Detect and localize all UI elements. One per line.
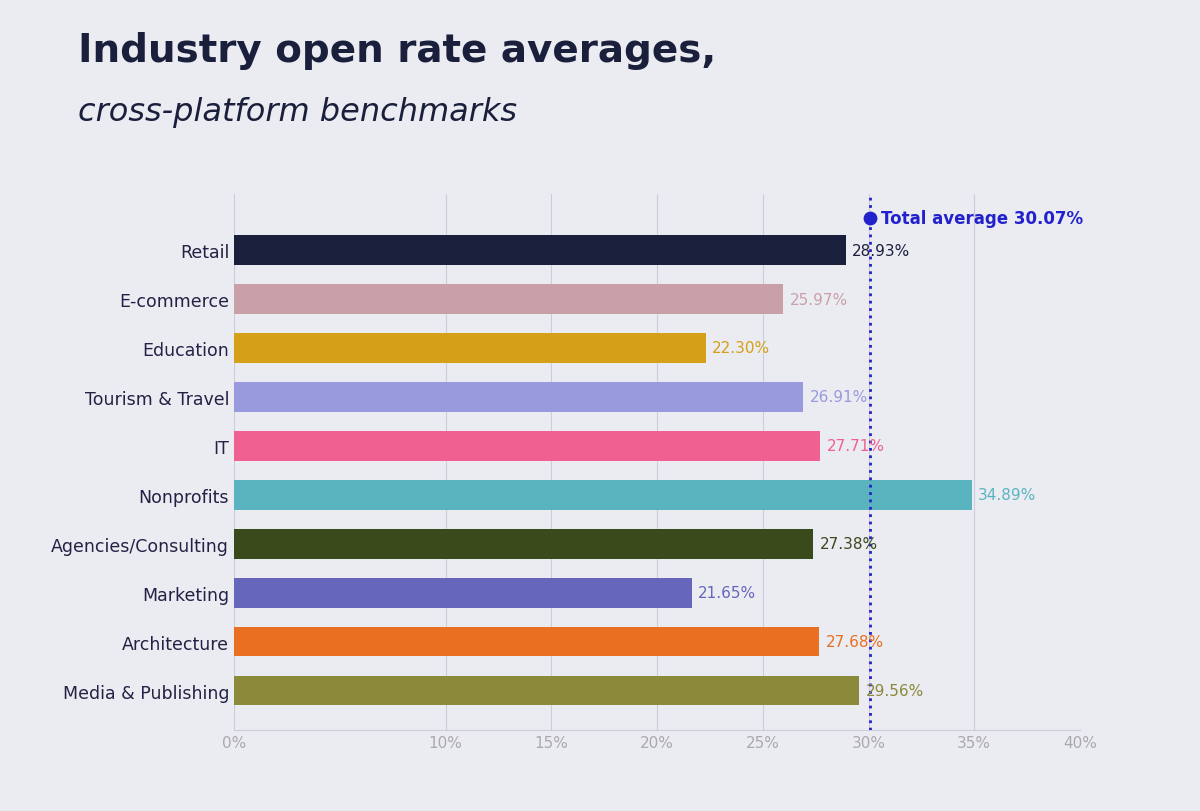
Text: 28.93%: 28.93% [852,243,911,258]
Text: 25.97%: 25.97% [790,292,847,307]
Text: 27.68%: 27.68% [826,634,884,650]
Bar [234,676,859,706]
Bar [234,578,692,607]
Text: 27.71%: 27.71% [827,439,884,454]
Bar [234,530,814,559]
Bar [234,334,706,363]
Text: Total average 30.07%: Total average 30.07% [881,210,1082,228]
Text: 26.91%: 26.91% [810,390,868,405]
Text: Industry open rate averages,: Industry open rate averages, [78,32,716,71]
Text: cross-platform benchmarks: cross-platform benchmarks [78,97,517,128]
Text: 22.30%: 22.30% [712,341,770,356]
Text: 34.89%: 34.89% [978,487,1037,503]
Text: 29.56%: 29.56% [865,684,924,698]
Bar [234,628,820,657]
Point [860,212,880,225]
Bar [234,431,820,461]
Bar [234,481,972,510]
Bar [234,285,784,315]
Text: 27.38%: 27.38% [820,537,877,551]
Text: 21.65%: 21.65% [698,586,756,601]
Bar [234,383,803,412]
Bar [234,236,846,265]
